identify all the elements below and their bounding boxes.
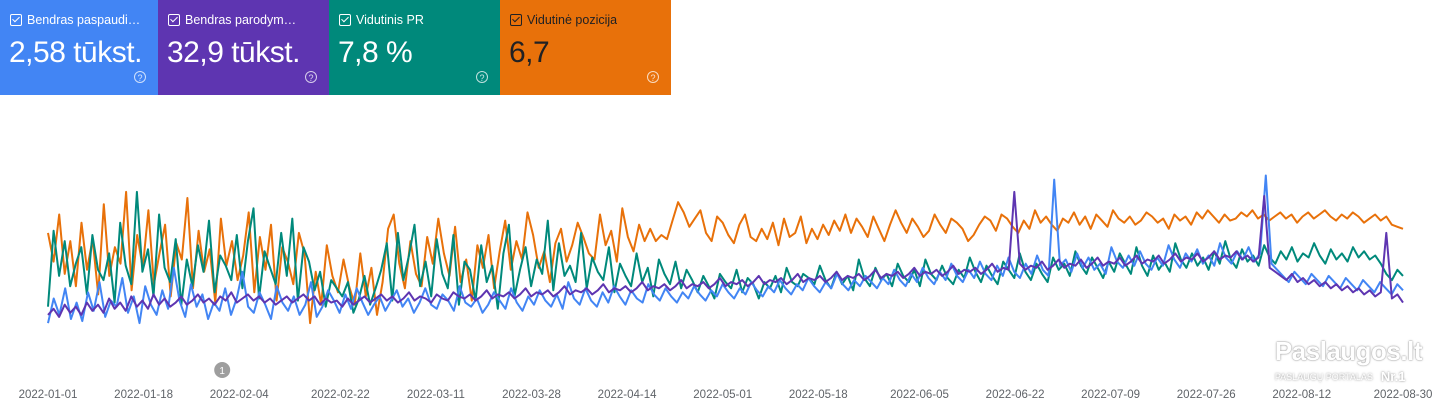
x-tick-label: 2022-01-18 [114,389,173,401]
help-icon[interactable]: ? [647,71,659,83]
help-icon[interactable]: ? [134,71,146,83]
x-tick-label: 2022-06-22 [986,389,1045,401]
metric-header: Bendras paspaudi… [10,13,140,27]
metric-card-impressions[interactable]: Bendras parodym… 32,9 tūkst. ? [158,0,329,95]
watermark-subtitle-row: PASLAUGŲ PORTALAS Nr.1 [1275,369,1422,384]
watermark-title: Paslaugos.lt [1274,336,1423,366]
metric-card-position[interactable]: Vidutinė pozicija 6,7 ? [500,0,671,95]
performance-line-chart[interactable]: 2022-01-01 2022-01-18 2022-02-04 2022-02-22… [0,140,1440,410]
annotation-marker[interactable]: 1 [214,362,231,378]
x-tick-label: 2022-08-12 [1272,389,1331,401]
x-tick-label: 2022-03-11 [407,389,465,401]
help-icon[interactable]: ? [476,71,488,83]
x-tick-label: 2022-02-04 [210,389,269,401]
metric-header: Vidutinis PR [339,13,424,27]
metric-value: 7,8 % [338,36,413,69]
annotation-circle[interactable] [214,362,231,378]
x-tick-label: 2022-04-14 [598,389,657,401]
watermark-logo: Paslaugos.lt PASLAUGŲ PORTALAS Nr.1 [1274,336,1423,384]
metric-card-ctr[interactable]: Vidutinis PR 7,8 % ? [329,0,500,95]
metric-value: 2,58 tūkst. [9,36,142,69]
x-tick-label: 2022-02-22 [311,389,370,401]
metric-cards: Bendras paspaudi… 2,58 tūkst. ? Bendras … [0,0,671,95]
watermark-badge: Nr.1 [1380,369,1406,384]
metric-value: 32,9 tūkst. [167,36,300,69]
watermark-subtitle: PASLAUGŲ PORTALAS [1274,371,1373,382]
x-tick-label: 2022-08-30 [1374,389,1433,401]
x-tick-label: 2022-07-09 [1081,389,1140,401]
x-tick-label: 2022-06-05 [890,389,949,401]
checkbox-checked-icon[interactable] [10,14,22,26]
x-tick-label: 2022-01-01 [19,389,78,401]
x-tick-label: 2022-05-01 [693,389,752,401]
checkbox-checked-icon[interactable] [510,14,522,26]
metric-header: Vidutinė pozicija [510,13,617,27]
series-line-ctr[interactable] [47,190,1404,314]
checkbox-checked-icon[interactable] [339,14,351,26]
checkbox-checked-icon[interactable] [168,14,180,26]
metric-header: Bendras parodym… [168,13,296,27]
help-icon[interactable]: ? [305,71,317,83]
metric-label: Bendras parodym… [185,13,297,27]
series-line-position[interactable] [47,190,1404,325]
metric-value: 6,7 [509,36,550,69]
x-tick-label: 2022-03-28 [502,389,561,401]
metric-label: Bendras paspaudi… [27,13,141,27]
x-tick-label: 2022-07-26 [1177,389,1236,401]
metric-label: Vidutinis PR [356,13,424,27]
metric-label: Vidutinė pozicija [527,13,618,27]
x-tick-label: 2022-05-18 [789,389,848,401]
metric-card-clicks[interactable]: Bendras paspaudi… 2,58 tūkst. ? [0,0,158,95]
annotation-label: 1 [219,366,225,377]
series-line-impressions[interactable] [47,190,1404,318]
